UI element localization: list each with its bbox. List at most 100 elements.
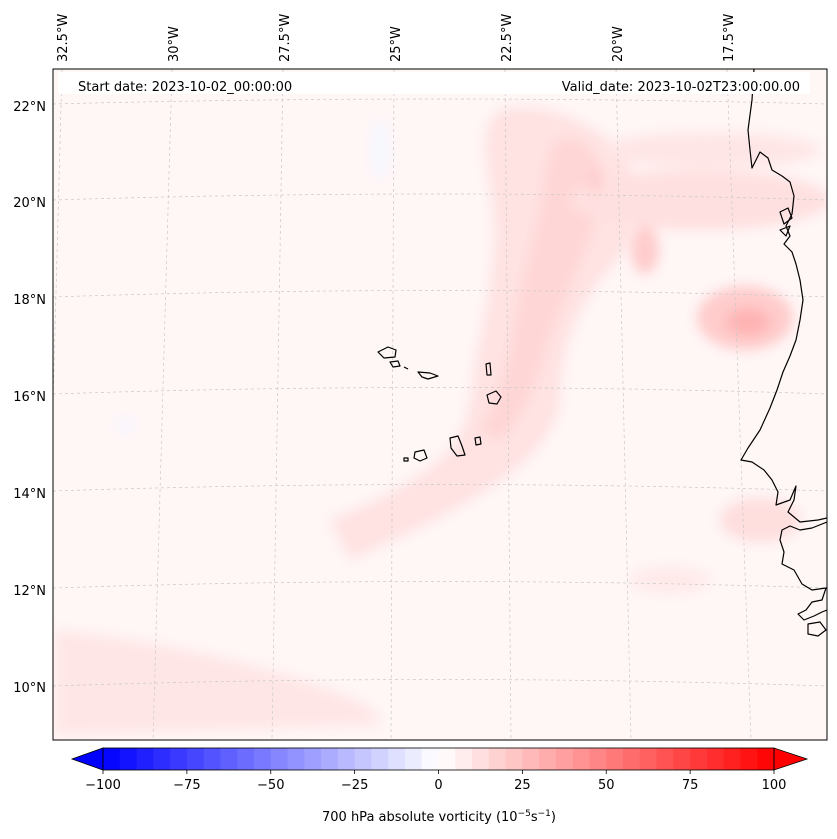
lat-label-22n: 22°N xyxy=(13,100,46,115)
header-box xyxy=(58,72,810,94)
colorbar-label: 700 hPa absolute vorticity (10−5s−1) xyxy=(322,809,556,825)
colorbar-bin xyxy=(287,748,305,770)
colorbar-extend-max xyxy=(773,747,809,771)
lon-label-22-5w: 22.5°W xyxy=(500,14,515,62)
colorbar-tick-label: 50 xyxy=(598,778,615,793)
vorticity-spot-north xyxy=(590,166,602,194)
colorbar-bin xyxy=(237,748,255,770)
colorbar-bin xyxy=(136,748,154,770)
map-panel[interactable]: Start date: 2023-10-02_00:00:00 Valid_da… xyxy=(44,69,830,740)
colorbar-bin xyxy=(455,748,473,770)
gridline-lon-22-5 xyxy=(504,69,512,740)
lon-label-25w: 25°W xyxy=(389,26,404,62)
colorbar-bin xyxy=(606,748,624,770)
gridline-lat-22 xyxy=(53,98,827,105)
gridline-lat-16 xyxy=(53,387,827,395)
gridline-lon-25 xyxy=(390,69,395,740)
colorbar-tick-label: −25 xyxy=(341,778,368,793)
island-fogo xyxy=(413,449,428,462)
gridline-lon-27-5 xyxy=(271,69,284,740)
colorbar-bin xyxy=(539,748,557,770)
gridline-lon-20 xyxy=(615,69,632,740)
colorbar-bin xyxy=(706,748,725,770)
colorbar-tick-label: 25 xyxy=(514,778,531,793)
coastline-cap-blanc xyxy=(779,225,791,237)
colorbar-bin xyxy=(589,748,607,770)
vorticity-ridge-north2 xyxy=(600,132,820,168)
colorbar-bin xyxy=(186,748,205,770)
coastline-africa-south xyxy=(779,521,827,621)
colorbar-bin xyxy=(555,748,574,770)
colorbar-bin xyxy=(304,748,322,770)
colorbar-bin xyxy=(488,748,507,770)
colorbar-tick-label: 0 xyxy=(434,778,442,793)
vorticity-field-background xyxy=(53,69,827,740)
colorbar-bin xyxy=(203,748,221,770)
coastlines xyxy=(377,69,827,637)
colorbar-bin xyxy=(220,748,238,770)
colorbar-bin xyxy=(673,748,691,770)
lat-label-20n: 20°N xyxy=(13,196,46,211)
lon-label-20w: 20°W xyxy=(611,26,626,62)
gridline-lat-14 xyxy=(53,484,827,492)
colorbar-bin xyxy=(639,748,658,770)
colorbar-bin xyxy=(438,748,456,770)
colorbar-bins xyxy=(103,748,775,770)
island-boa-vista xyxy=(486,390,502,405)
island-sal xyxy=(485,362,492,376)
colorbar-bin xyxy=(690,748,708,770)
colorbar-bin xyxy=(404,748,423,770)
colorbar-tick-label: 100 xyxy=(762,778,787,793)
vorticity-field xyxy=(55,107,827,735)
colorbar-bin xyxy=(522,748,540,770)
coastline-banc-darguin xyxy=(779,207,793,225)
colorbar-bin xyxy=(757,748,775,770)
longitude-labels: 32.5°W 30°W 27.5°W 25°W 22.5°W 20°W 17.5… xyxy=(56,14,737,62)
colorbar-bin xyxy=(388,748,406,770)
colorbar-bin xyxy=(153,748,171,770)
colorbar-tick-label: 75 xyxy=(682,778,699,793)
colorbar-bin xyxy=(740,748,758,770)
colorbar-bin xyxy=(572,748,590,770)
lat-label-18n: 18°N xyxy=(13,293,46,308)
valid-date-label: Valid_date: 2023-10-02T23:00:00.00 xyxy=(562,80,800,95)
colorbar-bin xyxy=(170,748,188,770)
gridline-lat-12 xyxy=(53,581,827,589)
lon-label-27-5w: 27.5°W xyxy=(278,14,293,62)
island-maio xyxy=(474,436,482,446)
island-sao-nicolau xyxy=(417,371,439,380)
island-brava xyxy=(403,457,409,462)
colorbar-bin xyxy=(623,748,641,770)
latitude-labels: 22°N 20°N 18°N 16°N 14°N 12°N 10°N xyxy=(13,100,46,696)
gridline-lat-18 xyxy=(53,290,827,298)
colorbar-bin xyxy=(321,748,339,770)
island-santa-luzia xyxy=(403,366,409,370)
colorbar-bin xyxy=(421,748,439,770)
colorbar-bin xyxy=(354,748,372,770)
colorbar-bin xyxy=(270,748,289,770)
colorbar-bin xyxy=(371,748,389,770)
colorbar-bin xyxy=(472,748,490,770)
gridline-lat-20 xyxy=(53,193,827,201)
lat-label-16n: 16°N xyxy=(13,390,46,405)
colorbar-tick-label: −100 xyxy=(85,778,121,793)
colorbar-bin xyxy=(253,748,272,770)
lon-label-32-5w: 32.5°W xyxy=(56,14,71,62)
colorbar-bin xyxy=(723,748,741,770)
island-santo-antao xyxy=(377,346,397,359)
gridline-lon-17-5 xyxy=(726,69,752,740)
lat-label-12n: 12°N xyxy=(13,584,46,599)
colorbar-ticks: −100 −75 −50 −25 0 25 50 75 100 xyxy=(85,770,786,793)
graticule xyxy=(53,69,827,740)
vorticity-band-south xyxy=(55,630,380,735)
vorticity-max-east-core xyxy=(726,308,770,336)
island-sao-vicente xyxy=(389,360,401,368)
colorbar-bin xyxy=(337,748,356,770)
gridline-lat-10 xyxy=(53,679,827,687)
vorticity-ridge-north xyxy=(570,170,827,230)
start-date-label: Start date: 2023-10-02_00:00:00 xyxy=(78,80,292,95)
coastline-africa xyxy=(740,69,827,523)
colorbar-tick-label: −75 xyxy=(173,778,200,793)
island-santiago xyxy=(449,435,466,457)
